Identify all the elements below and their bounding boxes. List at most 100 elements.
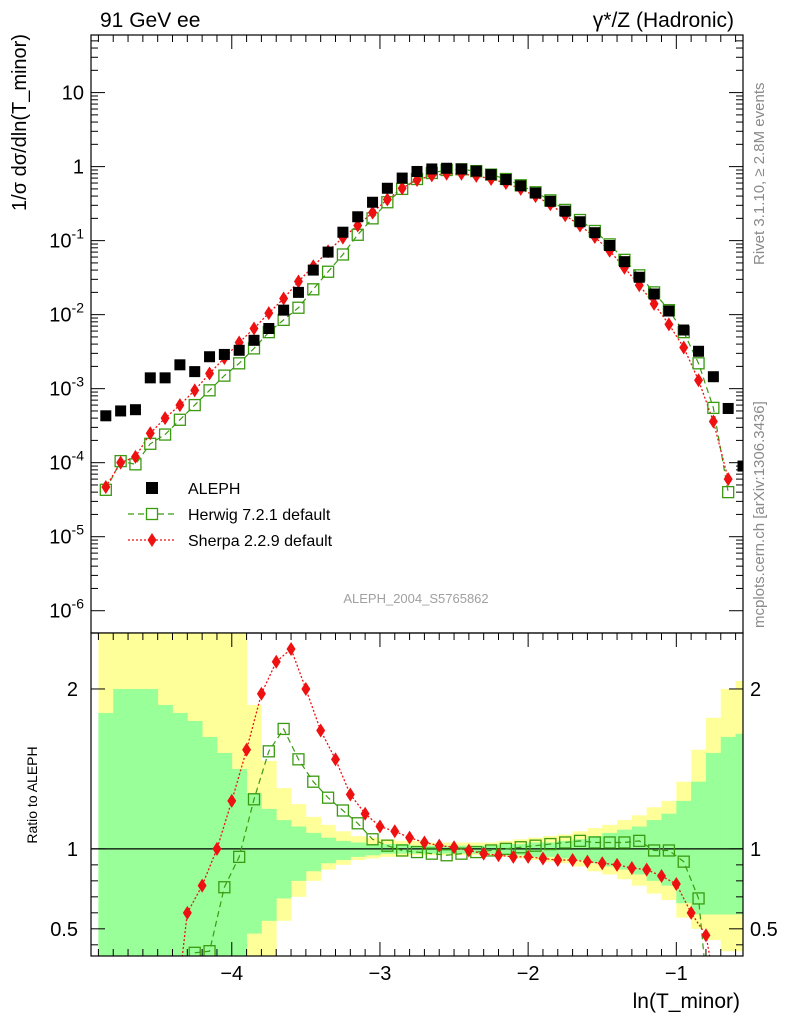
aleph-point: [589, 227, 601, 239]
ratio-y-tick-label: 1: [67, 839, 78, 861]
aleph-point: [278, 304, 290, 316]
ratio-sherpa-point: [227, 793, 237, 808]
inner-band-bin: [528, 842, 544, 857]
rivet-version-label: Rivet 3.1.10, ≥ 2.8M events: [751, 83, 768, 266]
ratio-sherpa-point: [449, 840, 459, 855]
aleph-point: [722, 402, 734, 414]
sherpa-point: [708, 414, 718, 429]
sherpa-point: [116, 455, 126, 470]
ratio-sherpa-point: [701, 928, 711, 943]
inner-band-bin: [261, 808, 277, 921]
aleph-point: [663, 305, 675, 317]
aleph-point: [189, 366, 201, 378]
inner-band-bin: [128, 688, 144, 956]
sherpa-point: [101, 479, 111, 494]
aleph-point: [233, 344, 245, 356]
aleph-point: [544, 195, 556, 207]
inner-band-bin: [142, 688, 159, 956]
aleph-point: [633, 271, 645, 283]
ratio-herwig-point: [529, 839, 542, 852]
inner-band-bin: [631, 826, 648, 875]
x-tick-label: −4: [220, 963, 243, 985]
main-axis-ticks: [91, 34, 743, 612]
sherpa-point: [145, 426, 155, 441]
y-tick-label: 10-1: [49, 226, 84, 253]
y-tick-label: 1: [73, 157, 84, 179]
aleph-point: [248, 334, 260, 346]
inner-band-bin: [513, 844, 529, 856]
main-y-tick-labels: 10-6 10-5 10-4 10-3 10-2 10-1 1 10: [49, 83, 84, 623]
aleph-point: [618, 256, 630, 268]
ratio-herwig-point: [366, 833, 379, 846]
ratio-y-tick-label-right: 1: [750, 839, 761, 861]
ratio-herwig-point: [573, 834, 587, 848]
ratio-sherpa-point: [390, 824, 400, 839]
ratio-sherpa-point: [568, 853, 578, 868]
header-energy-label: 91 GeV ee: [100, 9, 200, 32]
inner-band-bin: [676, 800, 692, 904]
ratio-frame: [90, 632, 744, 957]
aleph-point: [411, 165, 423, 177]
ratio-sherpa-point: [301, 681, 311, 696]
x-axis-title: ln(T_minor): [633, 990, 740, 1013]
inner-band-bin: [617, 829, 633, 870]
ratio-herwig-point: [218, 881, 231, 894]
ratio-sherpa-point: [360, 806, 370, 821]
ratio-sherpa-point: [642, 862, 652, 877]
herwig-point: [173, 413, 187, 426]
inner-band-bin: [557, 840, 573, 859]
sherpa-point: [723, 472, 733, 487]
legend-herwig-marker: [145, 507, 159, 521]
aleph-point: [500, 173, 512, 185]
aleph-point: [322, 246, 334, 258]
aleph-point: [396, 172, 408, 184]
ratio-sherpa-point: [345, 787, 355, 802]
sherpa-point: [368, 205, 378, 220]
aleph-point: [381, 182, 393, 194]
ratio-sherpa-point: [316, 723, 326, 738]
ratio-sherpa-point: [494, 848, 503, 863]
main-panel: 10-6 10-5 10-4 10-3 10-2 10-1 1 10 1/σ dσ/dln(T…: [9, 34, 744, 634]
herwig-point: [218, 369, 231, 382]
ratio-herwig-point: [351, 817, 364, 830]
ratio-herwig-point: [647, 844, 661, 857]
inner-band-bin: [409, 845, 425, 854]
sherpa-point: [249, 321, 259, 336]
sherpa-point: [264, 306, 274, 321]
legend-label: Herwig 7.2.1 default: [188, 507, 331, 524]
legend-aleph-marker: [146, 482, 158, 494]
inner-band-bin: [246, 792, 262, 934]
ratio-herwig-point: [203, 945, 216, 956]
legend: ALEPH Herwig 7.2.1 default Sherpa 2.2.9 de…: [128, 481, 333, 550]
y-tick-label: 10-2: [49, 300, 84, 327]
y-tick-label: 10-5: [49, 522, 84, 549]
ratio-sherpa-point: [582, 854, 592, 869]
inner-band-bin: [335, 840, 351, 861]
aleph-point: [292, 286, 304, 298]
aleph-point: [263, 322, 275, 334]
ratio-series-group: [181, 641, 711, 956]
sherpa-point: [397, 181, 407, 196]
ratio-y-tick-label: 2: [67, 679, 78, 701]
aleph-point: [337, 226, 349, 238]
mcplots-url-label: mcplots.cern.ch [arXiv:1306.3436]: [751, 401, 768, 628]
sherpa-point: [279, 291, 289, 306]
ratio-panel: 0.5 0.5 1 1 2 2 Ratio to ALEPH −4 −3 −2 −1 ln(T_…: [24, 632, 778, 1013]
ratio-herwig-point: [381, 839, 394, 852]
legend-label: Sherpa 2.2.9 default: [188, 533, 333, 550]
ratio-herwig-point: [292, 753, 305, 766]
ratio-sherpa-point: [256, 686, 266, 701]
ratio-y-tick-labels: 0.5 0.5 1 1 2 2: [50, 679, 778, 941]
ratio-sherpa-point: [538, 851, 548, 866]
ratio-herwig-point: [425, 847, 438, 860]
ratio-uncertainty-bands: [98, 633, 743, 956]
ratio-sherpa-point: [212, 841, 222, 856]
aleph-point: [574, 216, 586, 228]
aleph-point: [367, 196, 379, 208]
inner-band-bin: [320, 837, 336, 864]
ratio-sherpa-point: [419, 835, 429, 850]
y-tick-label: 10-6: [49, 596, 84, 623]
herwig-point: [233, 357, 246, 370]
ratio-y-axis-title: Ratio to ALEPH: [24, 746, 40, 843]
